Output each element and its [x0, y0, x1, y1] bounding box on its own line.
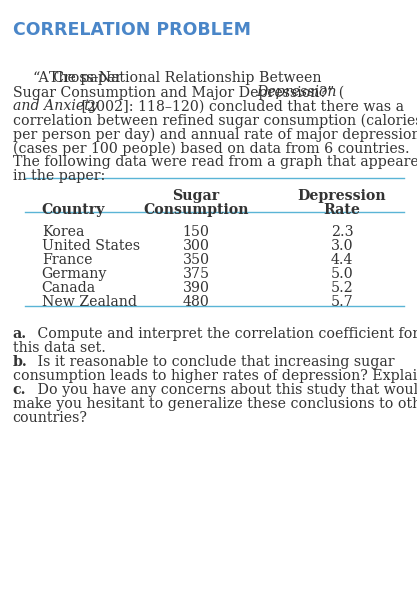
- Text: 300: 300: [183, 239, 209, 253]
- Text: make you hesitant to generalize these conclusions to other: make you hesitant to generalize these co…: [13, 397, 417, 411]
- Text: 3.0: 3.0: [331, 239, 353, 253]
- Text: Depression: Depression: [256, 85, 337, 99]
- Text: a.: a.: [13, 327, 27, 341]
- Text: and Anxiety: and Anxiety: [13, 99, 98, 114]
- Text: Canada: Canada: [42, 281, 96, 295]
- Text: “A Cross-National Relationship Between: “A Cross-National Relationship Between: [33, 71, 322, 86]
- Text: Do you have any concerns about this study that would: Do you have any concerns about this stud…: [33, 383, 417, 397]
- Text: c.: c.: [13, 383, 26, 397]
- Text: CORRELATION PROBLEM: CORRELATION PROBLEM: [13, 21, 251, 39]
- Text: b.: b.: [13, 355, 27, 369]
- Text: per person per day) and annual rate of major depression: per person per day) and annual rate of m…: [13, 127, 417, 142]
- Text: 4.4: 4.4: [331, 253, 353, 267]
- Text: France: France: [42, 253, 92, 267]
- Text: 5.7: 5.7: [331, 295, 353, 309]
- Text: [2002]: 118–120) concluded that there was a: [2002]: 118–120) concluded that there wa…: [77, 99, 404, 114]
- Text: Country: Country: [42, 203, 105, 217]
- Text: Is it reasonable to conclude that increasing sugar: Is it reasonable to conclude that increa…: [33, 355, 394, 369]
- Text: Korea: Korea: [42, 225, 84, 239]
- Text: 150: 150: [183, 225, 209, 239]
- Text: in the paper:: in the paper:: [13, 169, 105, 183]
- Text: 5.0: 5.0: [331, 267, 353, 281]
- Text: Sugar Consumption and Major Depression?” (: Sugar Consumption and Major Depression?”…: [13, 85, 344, 100]
- Text: (cases per 100 people) based on data from 6 countries.: (cases per 100 people) based on data fro…: [13, 141, 409, 156]
- Text: countries?: countries?: [13, 411, 88, 425]
- Text: 2.3: 2.3: [331, 225, 353, 239]
- Text: Consumption: Consumption: [143, 203, 249, 217]
- Text: The paper: The paper: [13, 71, 122, 86]
- Text: United States: United States: [42, 239, 140, 253]
- Text: 5.2: 5.2: [331, 281, 353, 295]
- Text: 480: 480: [183, 295, 209, 309]
- Text: New Zealand: New Zealand: [42, 295, 137, 309]
- Text: correlation between refined sugar consumption (calories: correlation between refined sugar consum…: [13, 113, 417, 128]
- Text: Compute and interpret the correlation coefficient for: Compute and interpret the correlation co…: [33, 327, 417, 341]
- Text: Rate: Rate: [324, 203, 360, 217]
- Text: 350: 350: [182, 253, 210, 267]
- Text: consumption leads to higher rates of depression? Explain.: consumption leads to higher rates of dep…: [13, 369, 417, 383]
- Text: Germany: Germany: [42, 267, 107, 281]
- Text: 375: 375: [182, 267, 210, 281]
- Text: this data set.: this data set.: [13, 341, 106, 355]
- Text: 390: 390: [183, 281, 209, 295]
- Text: Sugar: Sugar: [172, 189, 220, 203]
- Text: Depression: Depression: [298, 189, 386, 203]
- Text: The following data were read from a graph that appeared: The following data were read from a grap…: [13, 155, 417, 170]
